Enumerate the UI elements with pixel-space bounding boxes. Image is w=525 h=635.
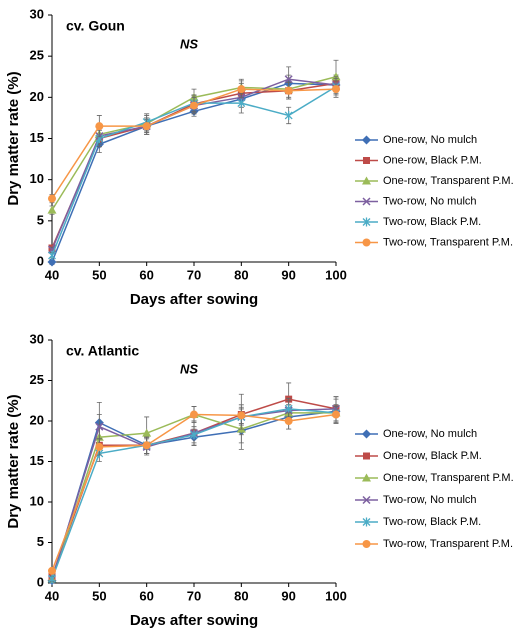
y-axis-label: Dry matter rate (%) <box>5 71 22 205</box>
marker <box>284 75 293 84</box>
legend-label: One-row, Black P.M. <box>383 154 482 166</box>
x-tick-label: 90 <box>281 588 295 603</box>
marker <box>332 410 340 419</box>
y-tick-label: 30 <box>30 6 44 21</box>
marker <box>48 574 56 584</box>
y-tick-label: 15 <box>30 453 44 468</box>
x-tick-label: 70 <box>187 588 201 603</box>
chart-title: cv. Goun <box>66 18 125 34</box>
marker <box>362 495 371 505</box>
marker <box>362 473 371 482</box>
legend-label: Two-row, No mulch <box>383 494 477 506</box>
x-tick-label: 80 <box>234 588 248 603</box>
annotation: NS <box>180 361 198 376</box>
marker <box>142 122 151 131</box>
x-tick-label: 100 <box>325 588 347 603</box>
legend-label: Two-row, Black P.M. <box>383 516 481 528</box>
x-tick-label: 60 <box>139 267 153 282</box>
x-tick-label: 60 <box>139 588 153 603</box>
marker <box>362 238 371 247</box>
legend-label: Two-row, No mulch <box>383 195 477 207</box>
y-tick-label: 5 <box>37 534 44 549</box>
marker <box>363 452 370 460</box>
y-tick-label: 5 <box>37 212 44 227</box>
x-tick-label: 90 <box>281 267 295 282</box>
marker <box>284 417 293 425</box>
x-axis-label: Days after sowing <box>130 291 258 308</box>
y-tick-label: 20 <box>30 412 44 427</box>
y-tick-label: 15 <box>30 130 44 145</box>
marker <box>95 422 104 431</box>
marker <box>284 86 293 95</box>
x-tick-label: 70 <box>187 267 201 282</box>
y-tick-label: 0 <box>37 253 44 268</box>
marker <box>362 135 371 145</box>
annotation: NS <box>180 36 198 51</box>
marker <box>237 98 246 108</box>
x-tick-label: 50 <box>92 588 106 603</box>
y-tick-label: 30 <box>30 331 44 346</box>
marker <box>48 194 56 203</box>
marker <box>362 197 371 206</box>
marker <box>362 217 371 227</box>
marker <box>237 411 246 420</box>
marker <box>237 85 246 94</box>
chart-title: cv. Atlantic <box>66 343 139 359</box>
y-tick-label: 10 <box>30 171 44 186</box>
marker <box>362 517 371 527</box>
legend-label: One-row, Black P.M. <box>383 450 482 462</box>
marker <box>48 250 56 260</box>
x-axis-label: Days after sowing <box>130 612 258 629</box>
y-tick-label: 0 <box>37 574 44 589</box>
x-tick-label: 40 <box>45 588 59 603</box>
y-tick-label: 20 <box>30 89 44 104</box>
marker <box>47 257 57 267</box>
legend-label: Two-row, Black P.M. <box>383 216 481 228</box>
marker <box>190 430 198 440</box>
legend-label: Two-row, Transparent P.M. <box>383 236 513 248</box>
marker <box>142 428 152 437</box>
x-tick-label: 50 <box>92 267 106 282</box>
legend-label: One-row, Transparent P.M. <box>383 472 514 484</box>
marker <box>47 245 57 254</box>
legend-label: One-row, No mulch <box>383 428 477 440</box>
marker <box>362 429 371 439</box>
marker <box>362 540 371 548</box>
marker <box>284 404 293 414</box>
y-tick-label: 25 <box>30 48 44 63</box>
marker <box>362 176 371 185</box>
marker <box>95 122 104 131</box>
legend-label: One-row, No mulch <box>383 134 477 146</box>
marker <box>190 101 198 110</box>
marker <box>95 442 104 451</box>
y-tick-label: 10 <box>30 493 44 508</box>
marker <box>332 85 340 94</box>
x-tick-label: 100 <box>325 267 347 282</box>
marker <box>142 441 151 450</box>
x-tick-label: 40 <box>45 267 59 282</box>
legend-label: Two-row, Transparent P.M. <box>383 538 513 550</box>
marker <box>48 566 56 575</box>
legend-label: One-row, Transparent P.M. <box>383 175 514 187</box>
marker <box>47 205 57 214</box>
marker <box>363 157 370 164</box>
y-axis-label: Dry matter rate (%) <box>5 394 22 528</box>
marker <box>190 410 198 419</box>
y-tick-label: 25 <box>30 372 44 387</box>
x-tick-label: 80 <box>234 267 248 282</box>
marker <box>284 110 293 120</box>
